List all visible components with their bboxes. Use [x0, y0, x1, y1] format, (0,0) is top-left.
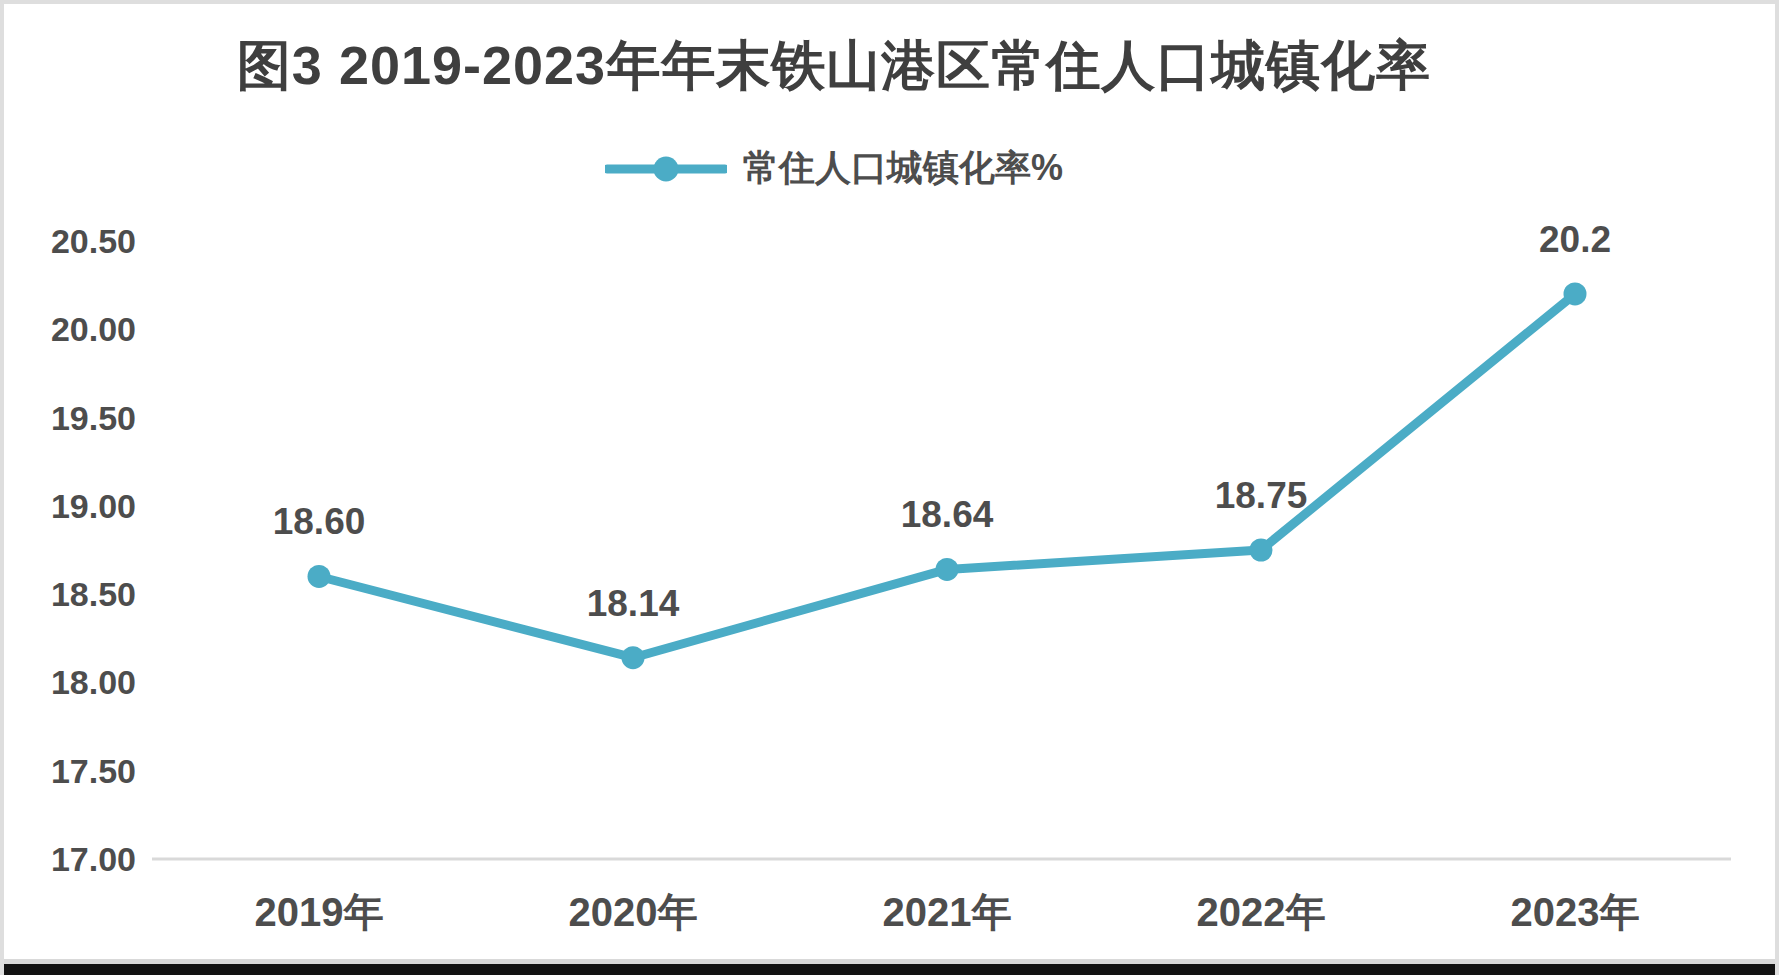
y-axis-tick-label: 17.50 [51, 752, 136, 790]
y-axis-tick-label: 20.00 [51, 310, 136, 348]
x-axis-tick-label: 2023年 [1511, 890, 1640, 934]
y-axis-tick-label: 18.50 [51, 575, 136, 613]
bottom-black-strip [4, 964, 1775, 975]
data-label: 20.2 [1539, 219, 1611, 260]
x-axis-tick-label: 2021年 [883, 890, 1012, 934]
chart-canvas: 图3 2019-2023年年末铁山港区常住人口城镇化率 常住人口城镇化率% 20… [0, 0, 1779, 975]
line-series [319, 294, 1575, 658]
data-label: 18.60 [273, 501, 366, 542]
data-point-marker [936, 558, 959, 581]
y-axis-tick-label: 20.50 [51, 222, 136, 260]
data-point-marker [1564, 282, 1587, 305]
data-label: 18.75 [1215, 475, 1308, 516]
plot-area: 20.50 20.00 19.50 19.00 18.50 18.00 17.50 17.00… [4, 4, 1779, 975]
y-axis-tick-label: 19.50 [51, 399, 136, 437]
x-axis-tick-label: 2019年 [255, 890, 384, 934]
x-axis-tick-label: 2020年 [569, 890, 698, 934]
x-axis-tick-label: 2022年 [1197, 890, 1326, 934]
y-axis-tick-label: 18.00 [51, 663, 136, 701]
data-point-marker [622, 646, 645, 669]
y-axis-tick-label: 17.00 [51, 840, 136, 878]
y-axis-tick-label: 19.00 [51, 487, 136, 525]
data-label: 18.14 [587, 583, 680, 624]
data-point-marker [308, 565, 331, 588]
data-point-marker [1250, 539, 1273, 562]
data-label: 18.64 [901, 494, 994, 535]
